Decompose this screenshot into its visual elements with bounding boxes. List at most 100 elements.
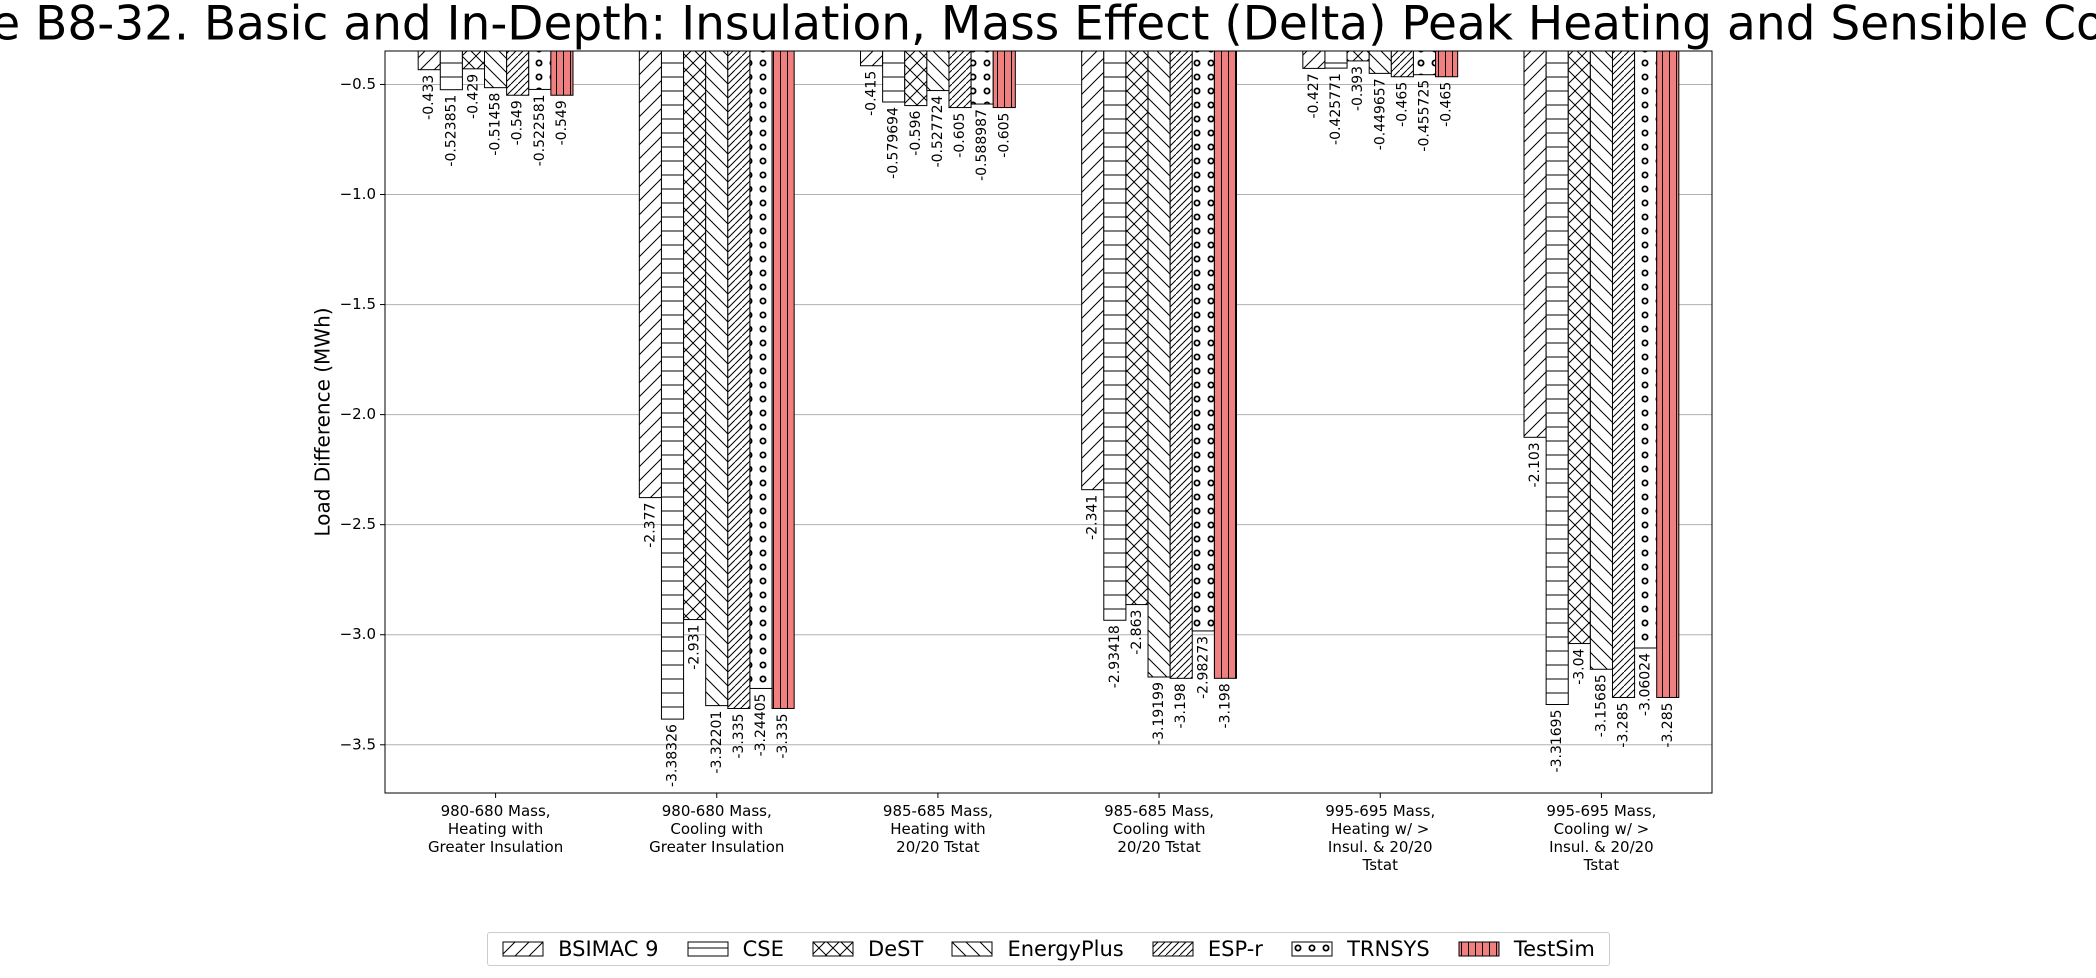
bar — [417, 50, 441, 71]
legend-swatch — [502, 941, 544, 957]
legend-label: BSIMAC 9 — [558, 937, 659, 961]
bar — [1147, 50, 1171, 678]
legend-item: EnergyPlus — [951, 937, 1124, 961]
bar — [1545, 50, 1569, 706]
x-tick-label: 980-680 Mass, Heating with Greater Insul… — [427, 802, 564, 856]
bar — [1435, 50, 1459, 78]
value-label: -0.425771 — [1328, 73, 1344, 145]
value-label: -3.24405 — [753, 693, 769, 756]
legend-swatch — [1458, 941, 1500, 957]
bar — [1523, 50, 1547, 438]
value-label: -3.32201 — [709, 711, 725, 774]
y-tick-label: −3.5 — [340, 735, 376, 753]
bar — [992, 50, 1016, 109]
value-label: -0.549 — [554, 100, 570, 145]
legend-item: ESP-r — [1152, 937, 1263, 961]
bar — [550, 50, 574, 96]
value-label: -3.198 — [1217, 683, 1233, 728]
value-label: -2.377 — [642, 503, 658, 548]
x-tick-label: 995-695 Mass, Heating w/ > Insul. & 20/2… — [1325, 802, 1436, 874]
chart: Figure B8-32. Basic and In-Depth: Insula… — [0, 0, 2096, 798]
x-tick-label: 985-685 Mass, Heating with 20/20 Tstat — [882, 802, 993, 856]
value-label: -0.579694 — [886, 107, 902, 179]
bar — [1302, 50, 1326, 69]
value-label: -3.335 — [775, 713, 791, 758]
bar — [1324, 50, 1348, 69]
x-tick-label: 995-695 Mass, Cooling w/ > Insul. & 20/2… — [1546, 802, 1657, 874]
value-label: -3.31695 — [1549, 710, 1565, 773]
bar — [1656, 50, 1680, 698]
bar — [904, 50, 928, 107]
value-label: -0.522581 — [532, 94, 548, 166]
bar — [1081, 50, 1105, 491]
value-label: -3.19199 — [1151, 682, 1167, 745]
value-label: -3.06024 — [1638, 653, 1654, 716]
bar — [638, 50, 662, 499]
value-label: -2.863 — [1129, 610, 1145, 655]
value-label: -0.393 — [1350, 66, 1366, 111]
legend: BSIMAC 9 CSE DeST EnergyPlus ESP-r TRNSYS Test… — [487, 932, 1610, 966]
bar — [1169, 50, 1193, 679]
bar — [1567, 50, 1591, 645]
bar — [439, 50, 463, 91]
bar — [484, 50, 508, 89]
bar — [1103, 50, 1127, 621]
bar — [1634, 50, 1658, 649]
bar — [1390, 50, 1414, 78]
bar — [705, 50, 729, 707]
y-tick-label: −2.5 — [340, 515, 376, 533]
value-label: -0.605 — [952, 113, 968, 158]
legend-item: CSE — [687, 937, 784, 961]
value-label: -0.455725 — [1416, 80, 1432, 152]
legend-swatch — [687, 941, 729, 957]
bar — [683, 50, 707, 621]
legend-label: EnergyPlus — [1007, 937, 1124, 961]
bar — [771, 50, 795, 709]
value-label: -0.596 — [908, 111, 924, 156]
legend-label: TRNSYS — [1347, 937, 1430, 961]
bar — [1191, 50, 1215, 632]
value-label: -3.335 — [731, 713, 747, 758]
x-tick-label: 985-685 Mass, Cooling with 20/20 Tstat — [1104, 802, 1215, 856]
y-tick-label: −0.5 — [340, 75, 376, 93]
bar — [1611, 50, 1636, 698]
value-label: -0.549 — [510, 100, 526, 145]
value-label: -2.93418 — [1107, 625, 1123, 688]
bar — [727, 50, 751, 709]
y-tick-label: −2.0 — [340, 405, 376, 423]
y-tick-label: −1.0 — [340, 185, 376, 203]
legend-label: TestSim — [1513, 937, 1595, 961]
bar — [506, 50, 530, 96]
value-label: -2.341 — [1085, 495, 1101, 540]
value-label: -2.931 — [687, 625, 703, 670]
value-label: -0.427 — [1306, 73, 1322, 118]
bar — [749, 50, 773, 689]
value-label: -0.527724 — [930, 95, 946, 167]
bar — [860, 50, 884, 67]
value-label: -0.51458 — [488, 93, 504, 156]
value-label: -0.415 — [864, 71, 880, 116]
bar — [882, 50, 906, 103]
legend-item: DeST — [812, 937, 923, 961]
bar — [926, 50, 950, 92]
chart-title: Figure B8-32. Basic and In-Depth: Insula… — [0, 0, 2096, 52]
bar — [1346, 50, 1370, 62]
legend-item: TestSim — [1458, 937, 1595, 961]
value-label: -3.04 — [1571, 648, 1587, 684]
bar — [461, 50, 486, 70]
bar — [1412, 50, 1437, 76]
legend-item: TRNSYS — [1291, 937, 1430, 961]
legend-swatch — [951, 941, 993, 957]
x-tick-label: 980-680 Mass, Cooling with Greater Insul… — [649, 802, 785, 856]
value-label: -2.98273 — [1195, 636, 1211, 699]
value-label: -0.449657 — [1372, 78, 1388, 150]
value-label: -3.285 — [1616, 702, 1632, 747]
legend-label: DeST — [868, 937, 924, 961]
bar — [1368, 50, 1392, 74]
bar — [1213, 50, 1237, 679]
value-label: -3.285 — [1660, 702, 1676, 747]
value-label: -0.429 — [465, 74, 481, 119]
bar — [528, 50, 552, 90]
legend-label: CSE — [742, 937, 784, 961]
